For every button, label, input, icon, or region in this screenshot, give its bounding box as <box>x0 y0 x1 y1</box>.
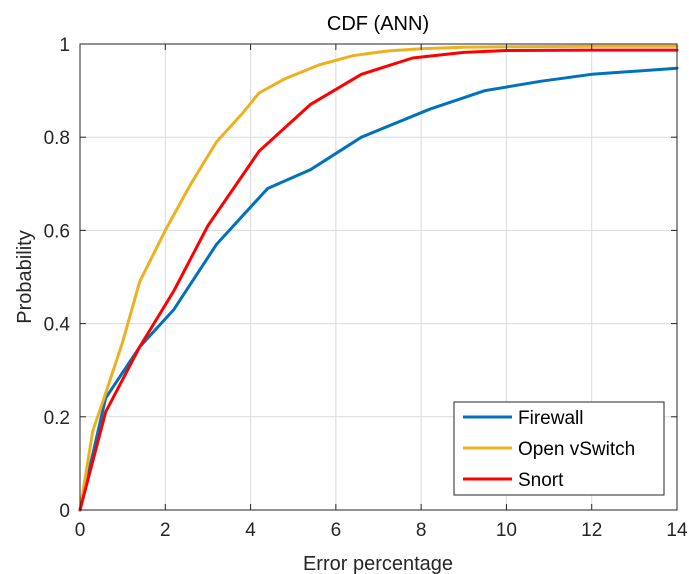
chart-title: CDF (ANN) <box>327 13 429 35</box>
x-tick-label: 12 <box>581 520 602 541</box>
x-axis-label: Error percentage <box>303 553 453 574</box>
y-tick-label: 1 <box>59 35 70 56</box>
y-tick-label: 0 <box>59 501 70 522</box>
legend: Firewall Open vSwitch Snort <box>453 401 665 496</box>
series-line-snort <box>78 48 679 512</box>
legend-label-firewall: Firewall <box>518 408 583 429</box>
x-tick-label: 2 <box>160 520 171 541</box>
legend-label-snort: Snort <box>518 470 564 491</box>
x-tick-label: 6 <box>331 520 342 541</box>
plot-frame <box>79 43 678 511</box>
x-tick-label: 10 <box>496 520 517 541</box>
y-tick-label: 0.8 <box>44 128 70 149</box>
x-tick-label: 4 <box>245 520 256 541</box>
ticks: 0 2 4 6 8 10 12 14 0 0.2 0.4 0.6 0.8 1 <box>44 35 688 541</box>
y-axis-label: Probability <box>14 230 36 323</box>
y-tick-label: 0.6 <box>44 221 70 242</box>
x-tick-label: 8 <box>416 520 427 541</box>
y-tick-label: 0.2 <box>44 408 70 429</box>
series-line-open-vswitch <box>78 44 679 512</box>
legend-label-open-vswitch: Open vSwitch <box>518 439 635 460</box>
x-tick-label: 0 <box>75 520 86 541</box>
y-tick-label: 0.4 <box>44 315 71 336</box>
series-layer <box>78 44 679 512</box>
x-tick-label: 14 <box>666 520 688 541</box>
